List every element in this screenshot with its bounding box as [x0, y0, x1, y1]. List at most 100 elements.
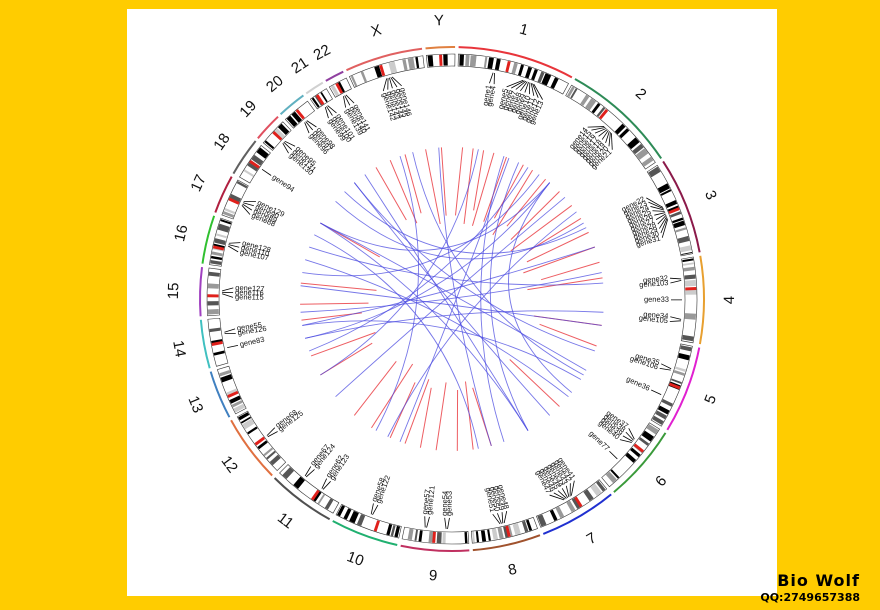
cytoband: [213, 243, 225, 249]
gene-label-layer: gene1gene4gene5gene6gene7gene8gene9gene1…: [221, 72, 682, 530]
inter-link: [344, 191, 587, 254]
cytoband: [596, 480, 606, 492]
gene-connector: [266, 427, 276, 436]
inter-link: [305, 259, 569, 398]
inter-link: [320, 222, 587, 371]
intra-link: [435, 382, 447, 451]
gene-cluster-18: gene94: [261, 168, 296, 194]
cytoband: [394, 525, 401, 538]
cytoband: [590, 483, 602, 496]
cytoband: [465, 54, 470, 67]
cytoband: [220, 374, 233, 383]
gene-connector: [591, 127, 606, 131]
gene-label: gene121: [425, 485, 437, 515]
chromosome-4: [680, 255, 705, 345]
cytoband: [673, 370, 685, 376]
gene-connector: [557, 490, 567, 499]
cytoband: [320, 92, 328, 103]
gene-connector: [657, 214, 667, 225]
chromosome-8: [470, 516, 541, 552]
cytoband: [469, 55, 477, 67]
cytoband: [324, 498, 334, 510]
chromosome-track: [201, 215, 216, 264]
cytoband: [407, 528, 414, 541]
chromosome-17: [214, 176, 249, 220]
inter-link: [302, 320, 582, 380]
cytoband: [436, 532, 442, 544]
chromosome-track: [257, 115, 279, 139]
cytoband: [251, 154, 264, 166]
inter-link: [335, 200, 584, 260]
centromere: [311, 489, 320, 501]
chromosome-label: 2: [632, 85, 650, 103]
cytoband: [236, 181, 248, 189]
chromosome-track: [332, 520, 398, 546]
cytoband: [487, 57, 494, 69]
chromosome-13: [209, 365, 247, 418]
intra-link: [310, 332, 376, 357]
intra-link: [473, 150, 485, 211]
cytoband: [684, 279, 697, 287]
gene-cluster-5: gene36: [625, 374, 662, 395]
intra-link: [454, 147, 464, 216]
gene-label: gene54: [440, 491, 450, 516]
gene-connector: [661, 363, 672, 370]
cytoband: [374, 65, 383, 78]
chromosome-label: 14: [169, 339, 189, 358]
cytoband: [531, 68, 538, 81]
gene-connector: [426, 516, 430, 528]
gene-connector: [227, 344, 239, 349]
cytoband: [665, 200, 678, 208]
gene-connector: [228, 242, 241, 244]
cytoband: [207, 309, 219, 315]
chromosome-22: [325, 70, 352, 98]
chromosome-track: [574, 78, 663, 160]
gene-connector: [343, 96, 347, 108]
centromere: [633, 443, 645, 453]
intra-link: [471, 152, 495, 226]
centromere: [379, 64, 386, 77]
cytoband: [497, 527, 504, 539]
cytoband: [678, 352, 690, 361]
cytoband: [483, 56, 488, 68]
gene-connector: [628, 428, 635, 440]
cytoband: [220, 219, 232, 225]
chromosome-label: 8: [507, 561, 519, 579]
chromosome-label: 22: [311, 41, 334, 64]
chromosome-track: [425, 46, 456, 50]
centromere: [227, 390, 239, 398]
gene-connector: [530, 82, 535, 96]
cytoband: [386, 523, 393, 536]
cytoband: [494, 58, 501, 71]
intra-link: [523, 246, 596, 274]
cytoband: [525, 66, 533, 79]
cytoband: [210, 255, 223, 261]
cytoband: [570, 88, 578, 99]
cytoband: [550, 77, 559, 89]
gene-label: gene103: [639, 278, 669, 289]
gene-cluster-3: gene22gene23gene24gene25gene26gene27gene…: [620, 194, 669, 249]
cytoband: [209, 327, 221, 333]
gene-connector: [321, 478, 328, 489]
gene-connector: [306, 120, 317, 128]
inter-link: [300, 285, 602, 326]
chromosome-label: 20: [263, 72, 287, 96]
cytoband: [571, 497, 582, 509]
cytoband: [670, 378, 682, 384]
gene-connector: [282, 143, 289, 154]
intra-link: [300, 282, 377, 291]
cytoband: [238, 412, 250, 421]
inter-link: [302, 174, 540, 277]
cytoband: [464, 532, 468, 544]
chromosome-label: 6: [652, 473, 670, 490]
cytoband: [680, 345, 692, 352]
gene-connector: [598, 129, 608, 137]
gene-connector: [345, 94, 355, 104]
chromosome-track: [273, 477, 331, 521]
watermark-title: Bio Wolf: [777, 571, 860, 590]
gene-connector: [261, 168, 272, 176]
gene-connector: [669, 320, 681, 322]
